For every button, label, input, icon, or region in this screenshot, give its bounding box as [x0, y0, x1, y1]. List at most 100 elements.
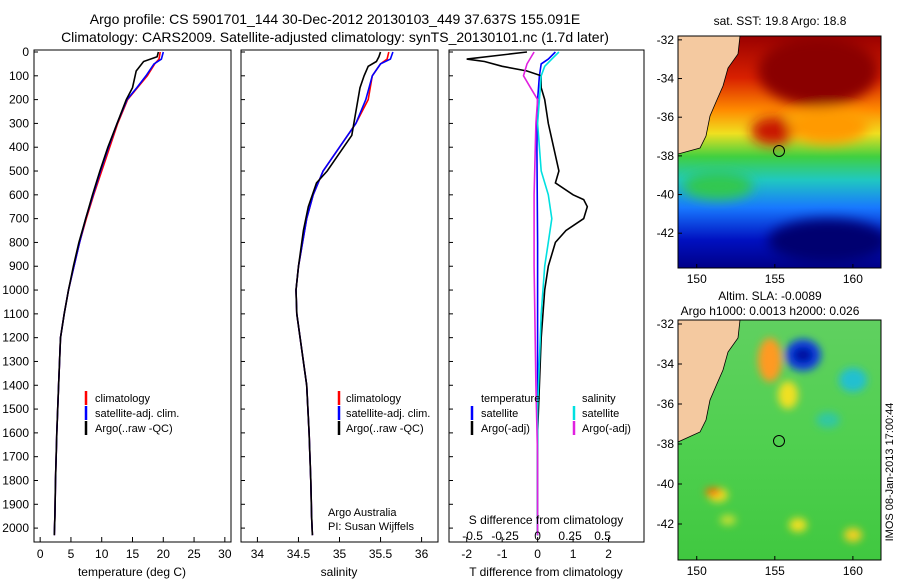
series-s-satellite: [536, 51, 560, 536]
y-tick-label: 1500: [2, 402, 29, 416]
legend-label-s-argo: Argo(-adj): [582, 423, 631, 435]
profile-location-marker: [773, 435, 785, 447]
y-tick-label: 1400: [2, 378, 29, 392]
x-tick-label: 30: [218, 547, 232, 561]
salinity-x-ticks: 34 34.5 35 35.5 36: [241, 51, 429, 561]
legend-title-salinity: salinity: [582, 393, 616, 405]
series-t-argo-adj: [466, 51, 589, 536]
x-tick-label: 34.5: [287, 547, 311, 561]
y-tick-label: 1200: [2, 331, 29, 345]
y-tick-label: 2000: [2, 521, 29, 535]
sla-features: [705, 338, 867, 542]
y-tick-label: 300: [9, 116, 29, 130]
land-mass: [678, 320, 740, 442]
x-tick-label: 15: [126, 547, 140, 561]
difference-lines: [466, 51, 589, 536]
legend-label-satellite-adj: satellite-adj. clim.: [346, 408, 430, 420]
temperature-legend: climatology satellite-adj. clim. Argo(..…: [84, 391, 179, 435]
header-subtitle: Climatology: CARS2009. Satellite-adjuste…: [61, 29, 609, 45]
legend-label-climatology: climatology: [95, 393, 151, 405]
legend-title-temperature: temperature: [481, 393, 540, 405]
map-y-tick-label: -42: [657, 517, 675, 531]
sla-map-image: [678, 320, 881, 560]
y-tick-label: 400: [9, 140, 29, 154]
y-tick-label: 700: [9, 212, 29, 226]
x-tick-label: 0: [534, 547, 541, 561]
salinity-axes-frame: [240, 49, 439, 543]
sla-map-title: Altim. SLA: -0.0089: [718, 289, 822, 303]
salinity-xlabel: salinity: [321, 565, 358, 579]
series-satellite-adj-clim: [53, 51, 165, 536]
difference-legend: temperature salinity satellite Argo(-adj…: [470, 393, 631, 435]
t-difference-xlabel: T difference from climatology: [469, 565, 623, 579]
sla-map-subtitle: Argo h1000: 0.0013 h2000: 0.026: [681, 304, 860, 318]
x-tick-label: 34: [251, 547, 265, 561]
coastline: [678, 320, 741, 443]
x-tick-label: 25: [187, 547, 201, 561]
land-mass: [678, 36, 740, 154]
s-tick-label: 0.25: [558, 529, 582, 543]
map-y-tick-label: -32: [657, 317, 675, 331]
map-y-tick-label: -38: [657, 437, 675, 451]
y-tick-label: 600: [9, 188, 29, 202]
y-tick-label: 1000: [2, 283, 29, 297]
map-x-tick-label: 160: [843, 564, 863, 578]
annotation-argo-australia: Argo Australia: [328, 507, 397, 519]
header-title: Argo profile: CS 5901701_144 30-Dec-2012…: [90, 11, 580, 27]
map-x-tick-label: 160: [843, 272, 863, 286]
x-tick-label: 20: [157, 547, 171, 561]
salinity-legend: climatology satellite-adj. clim. Argo(..…: [337, 391, 430, 435]
coastline: [678, 36, 741, 155]
map-x-tick-label: 155: [765, 272, 785, 286]
map-y-tick-label: -34: [657, 357, 675, 371]
x-tick-label: 0: [37, 547, 44, 561]
legend-label-argo: Argo(..raw -QC): [95, 423, 173, 435]
sst-map-image: [678, 36, 881, 268]
y-tick-label: 1800: [2, 474, 29, 488]
legend-label-t-argo: Argo(-adj): [481, 423, 530, 435]
temperature-x-ticks: 0 5 10 15 20 25 30: [34, 51, 232, 561]
legend-label-satellite-adj: satellite-adj. clim.: [95, 408, 179, 420]
series-argo-raw-qc: [53, 51, 160, 536]
map-y-tick-label: -36: [657, 397, 675, 411]
sst-map-ticks: 150 155 160 -32 -34 -36 -38 -40 -42: [657, 33, 864, 286]
x-tick-label: 2: [605, 547, 612, 561]
y-tick-label: 0: [22, 45, 29, 59]
sst-map: sat. SST: 19.8 Argo: 18.8 150 155 160 -32 -3…: [657, 14, 882, 286]
annotation-pi: PI: Susan Wijffels: [328, 521, 414, 533]
difference-axes-frame: [448, 49, 645, 543]
y-tick-label: 900: [9, 259, 29, 273]
sla-map-ticks: 150 155 160 -32 -34 -36 -38 -40 -42: [657, 317, 864, 578]
salinity-lines: [295, 51, 394, 536]
legend-label-argo: Argo(..raw -QC): [346, 423, 424, 435]
depth-y-ticks: 0 100 200 300 400 500 600 700 800 900 1000 1100 1200…: [2, 45, 29, 535]
x-tick-label: -2: [461, 547, 472, 561]
y-tick-label: 1900: [2, 497, 29, 511]
s-tick-label: -0.25: [491, 529, 519, 543]
sst-map-title: sat. SST: 19.8 Argo: 18.8: [714, 14, 847, 28]
x-tick-label: 35: [333, 547, 347, 561]
profile-location-marker: [773, 145, 785, 157]
map-y-tick-label: -32: [657, 33, 675, 47]
s-difference-xlabel: S difference from climatology: [469, 513, 624, 527]
s-tick-label: 0: [534, 529, 541, 543]
s-tick-label: -0.5: [462, 529, 483, 543]
map-y-tick-label: -36: [657, 110, 675, 124]
y-tick-label: 1100: [3, 307, 29, 321]
series-argo-raw-qc: [295, 51, 382, 536]
series-climatology: [53, 51, 161, 536]
y-tick-label: 200: [9, 93, 29, 107]
y-tick-label: 800: [9, 235, 29, 249]
sla-map: Altim. SLA: -0.0089 Argo h1000: 0.0013 h…: [657, 289, 882, 578]
sla-map-frame: [677, 319, 882, 561]
legend-label-t-satellite: satellite: [481, 408, 518, 420]
series-t-satellite: [536, 51, 556, 536]
x-tick-label: 36: [415, 547, 429, 561]
map-x-tick-label: 155: [765, 564, 785, 578]
map-y-tick-label: -38: [657, 149, 675, 163]
y-tick-label: 100: [9, 69, 29, 83]
temperature-panel: 0 5 10 15 20 25 30 0 100 200 300 400 500 600 700 800 90…: [2, 45, 232, 579]
map-y-tick-label: -34: [657, 72, 675, 86]
x-tick-label: -1: [497, 547, 508, 561]
